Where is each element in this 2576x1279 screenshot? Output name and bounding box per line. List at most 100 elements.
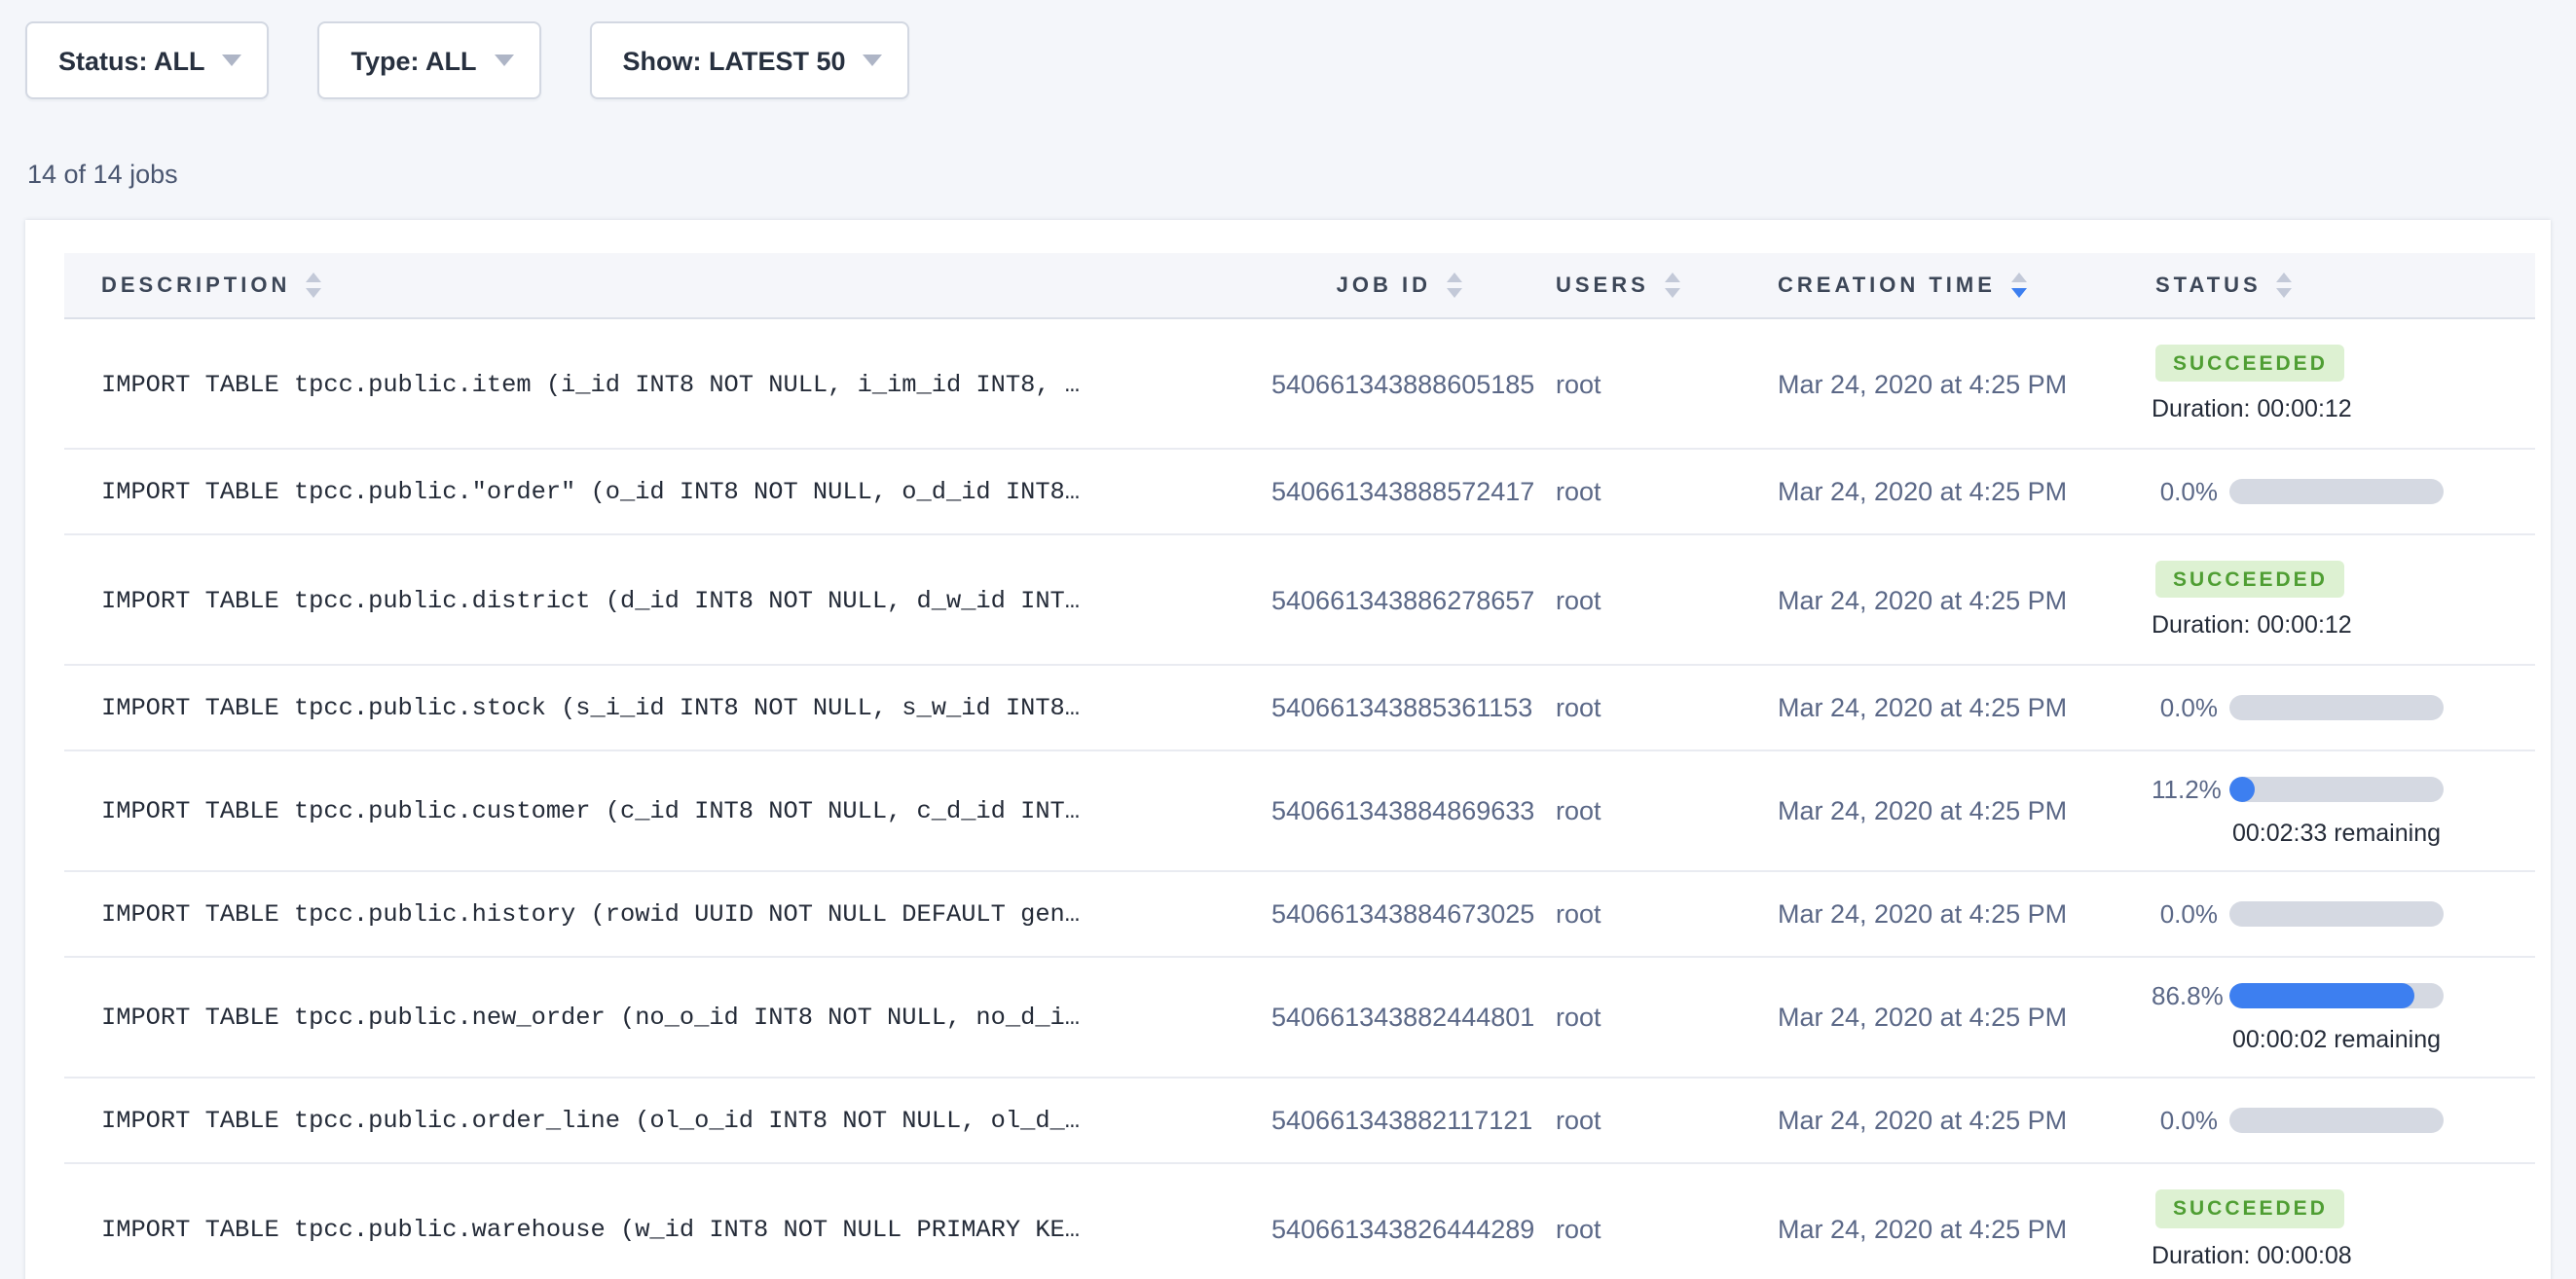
jobs-count: 14 of 14 jobs	[27, 160, 178, 189]
job-description: IMPORT TABLE tpcc.public.new_order (no_o…	[64, 956, 1271, 1078]
job-user: root	[1507, 1077, 1731, 1163]
table-row: IMPORT TABLE tpcc.public.new_order (no_o…	[64, 956, 2535, 1078]
progress-bar	[2229, 695, 2444, 720]
sort-ascending-icon	[1664, 273, 1680, 282]
job-status: SUCCEEDED Duration: 00:00:08	[2101, 1162, 2535, 1279]
job-status: 11.2% 00:02:33 remaining	[2101, 749, 2535, 871]
status-time-remaining: 00:00:02 remaining	[2231, 1026, 2442, 1053]
sort-icons	[306, 273, 322, 298]
job-id: 540661343886278657	[1271, 533, 1534, 665]
job-description: IMPORT TABLE tpcc.public.customer (c_id …	[64, 749, 1271, 871]
job-status: SUCCEEDED Duration: 00:00:12	[2101, 533, 2535, 665]
column-header-status[interactable]: STATUS	[2101, 253, 2535, 319]
job-description: IMPORT TABLE tpcc.public."order" (o_id I…	[64, 448, 1271, 534]
job-user: root	[1507, 749, 1731, 871]
job-description: IMPORT TABLE tpcc.public.order_line (ol_…	[64, 1077, 1271, 1163]
progress-bar-fill	[2229, 983, 2415, 1008]
progress-percent: 0.0%	[2159, 1106, 2218, 1135]
job-creation-time: Mar 24, 2020 at 4:25 PM	[1731, 870, 2101, 957]
status-badge-succeeded: SUCCEEDED	[2155, 344, 2345, 383]
job-id: 540661343884869633	[1271, 749, 1534, 871]
table-row: IMPORT TABLE tpcc.public.warehouse (w_id…	[64, 1162, 2535, 1279]
sort-descending-icon	[1447, 288, 1462, 298]
sort-ascending-icon	[2010, 273, 2027, 282]
status-filter-label: Status: ALL	[58, 46, 205, 75]
status-filter-dropdown[interactable]: Status: ALL	[25, 21, 270, 99]
job-id: 540661343888605185	[1271, 369, 1535, 398]
job-id: 540661343888572417	[1271, 448, 1534, 534]
status-badge-succeeded: SUCCEEDED	[2155, 560, 2345, 599]
column-header-creation-time[interactable]: CREATION TIME	[1731, 253, 2101, 319]
progress-bar	[2229, 479, 2444, 504]
chevron-down-icon	[863, 55, 883, 66]
table-row: IMPORT TABLE tpcc.public.item (i_id INT8…	[64, 318, 2535, 449]
sort-icons	[2276, 273, 2293, 298]
status-duration: Duration: 00:00:12	[2152, 611, 2352, 640]
table-row: IMPORT TABLE tpcc.public."order" (o_id I…	[64, 448, 2535, 534]
job-user: root	[1507, 533, 1731, 665]
chevron-down-icon	[222, 55, 242, 66]
status-duration: Duration: 00:00:08	[2152, 1241, 2352, 1268]
sort-descending-icon	[2276, 288, 2293, 298]
job-description: IMPORT TABLE tpcc.public.district (d_id …	[64, 533, 1271, 665]
jobs-table-card: DESCRIPTION JOB ID USERS CREATION TIME	[25, 220, 2551, 1279]
column-header-description[interactable]: DESCRIPTION	[64, 253, 1271, 319]
show-filter-label: Show: LATEST 50	[622, 46, 846, 75]
job-status: SUCCEEDED Duration: 00:00:12	[2101, 318, 2535, 449]
sort-ascending-icon	[306, 273, 322, 282]
table-row: IMPORT TABLE tpcc.public.order_line (ol_…	[64, 1077, 2535, 1163]
progress-percent: 0.0%	[2159, 899, 2218, 929]
job-status: 86.8% 00:00:02 remaining	[2101, 956, 2535, 1078]
status-badge-succeeded: SUCCEEDED	[2155, 1189, 2345, 1227]
job-user: root	[1507, 664, 1731, 750]
job-user: root	[1507, 1162, 1731, 1279]
job-status: 0.0%	[2101, 664, 2535, 750]
job-user: root	[1507, 448, 1731, 534]
job-user: root	[1507, 956, 1731, 1078]
sort-descending-icon	[306, 288, 322, 298]
progress-percent: 86.8%	[2152, 981, 2224, 1010]
table-row: IMPORT TABLE tpcc.public.customer (c_id …	[64, 749, 2535, 871]
progress-percent: 0.0%	[2159, 693, 2218, 722]
jobs-table: DESCRIPTION JOB ID USERS CREATION TIME	[64, 253, 2535, 1279]
progress-bar-fill	[2229, 777, 2255, 802]
sort-descending-icon	[1664, 288, 1680, 298]
chevron-down-icon	[494, 55, 514, 66]
job-user: root	[1507, 870, 1731, 957]
job-creation-time: Mar 24, 2020 at 4:25 PM	[1731, 448, 2101, 534]
column-header-users[interactable]: USERS	[1507, 253, 1731, 319]
job-creation-time: Mar 24, 2020 at 4:25 PM	[1731, 956, 2101, 1078]
sort-ascending-icon	[1447, 273, 1462, 282]
job-id: 540661343826444289	[1271, 1162, 1534, 1279]
progress-percent: 0.0%	[2159, 477, 2218, 506]
table-row: IMPORT TABLE tpcc.public.stock (s_i_id I…	[64, 664, 2535, 750]
type-filter-dropdown[interactable]: Type: ALL	[317, 21, 541, 99]
sort-icons	[1447, 273, 1462, 298]
filter-bar: Status: ALL Type: ALL Show: LATEST 50	[0, 0, 2576, 99]
progress-bar	[2229, 1108, 2444, 1133]
sort-descending-icon-active	[2010, 288, 2027, 298]
status-time-remaining: 00:02:33 remaining	[2231, 820, 2442, 847]
job-creation-time: Mar 24, 2020 at 4:25 PM	[1731, 1077, 2101, 1163]
progress-percent: 11.2%	[2152, 775, 2222, 804]
job-description: IMPORT TABLE tpcc.public.stock (s_i_id I…	[64, 664, 1271, 750]
type-filter-label: Type: ALL	[350, 46, 477, 75]
job-description: IMPORT TABLE tpcc.public.item (i_id INT8…	[101, 369, 1081, 398]
job-creation-time: Mar 24, 2020 at 4:25 PM	[1731, 1162, 2101, 1279]
table-header-row: DESCRIPTION JOB ID USERS CREATION TIME	[64, 253, 2535, 319]
job-creation-time: Mar 24, 2020 at 4:25 PM	[1778, 369, 2068, 398]
column-header-job-id[interactable]: JOB ID	[1271, 253, 1507, 319]
sort-icons	[1664, 273, 1680, 298]
job-id: 540661343884673025	[1271, 870, 1534, 957]
job-status: 0.0%	[2101, 448, 2535, 534]
progress-bar	[2229, 983, 2444, 1008]
job-id: 540661343885361153	[1271, 664, 1532, 750]
status-duration: Duration: 00:00:12	[2152, 395, 2352, 423]
job-id: 540661343882117121	[1271, 1077, 1532, 1163]
job-creation-time: Mar 24, 2020 at 4:25 PM	[1731, 664, 2101, 750]
sort-icons	[2010, 273, 2027, 298]
table-row: IMPORT TABLE tpcc.public.district (d_id …	[64, 533, 2535, 665]
show-filter-dropdown[interactable]: Show: LATEST 50	[589, 21, 910, 99]
